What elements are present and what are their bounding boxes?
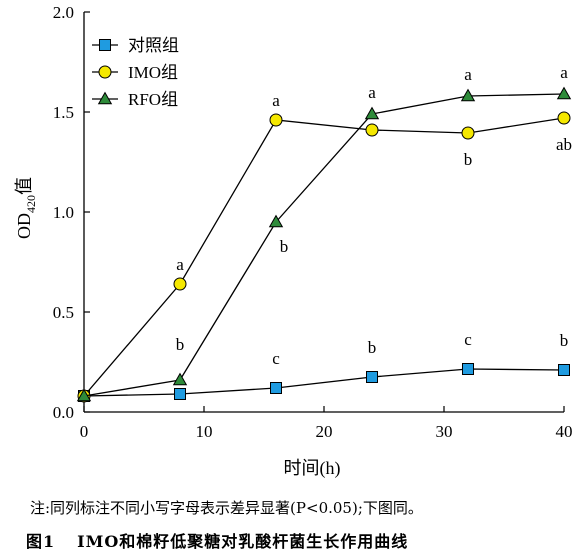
x-tick-label: 10 bbox=[196, 422, 213, 441]
figure-number: 图1 bbox=[26, 532, 56, 551]
significance-label: b bbox=[280, 237, 289, 256]
data-point-circle bbox=[461, 126, 475, 140]
data-point-square bbox=[174, 388, 186, 400]
y-tick-label: 1.0 bbox=[53, 203, 74, 222]
legend-marker-square bbox=[99, 39, 111, 51]
figure-caption: 图1 IMO和棉籽低聚糖对乳酸杆菌生长作用曲线 bbox=[26, 528, 408, 552]
data-point-circle bbox=[173, 277, 187, 291]
legend-item-triangle: RFO组 bbox=[92, 90, 178, 109]
data-point-square bbox=[462, 363, 474, 375]
y-tick-label: 0.0 bbox=[53, 403, 74, 422]
data-point-triangle bbox=[556, 86, 572, 100]
data-point-circle bbox=[557, 111, 571, 125]
significance-label: b bbox=[464, 150, 473, 169]
line-chart: 0 10 20 30 40 0.0 0.5 1.0 1.5 2.0 时间(h) OD420值 c b c b… bbox=[14, 3, 573, 479]
data-point-triangle bbox=[172, 372, 188, 386]
legend-label: RFO组 bbox=[128, 90, 178, 109]
data-point-circle bbox=[269, 113, 283, 127]
axes: 0 10 20 30 40 0.0 0.5 1.0 1.5 2.0 时间(h) OD420值 bbox=[14, 3, 573, 479]
x-axis-title: 时间(h) bbox=[284, 458, 341, 479]
significance-label: c bbox=[272, 349, 280, 368]
x-tick-label: 0 bbox=[80, 422, 89, 441]
data-point-circle bbox=[365, 123, 379, 137]
data-point-square bbox=[366, 371, 378, 383]
series-layer bbox=[76, 86, 572, 403]
significance-label: a bbox=[176, 255, 184, 274]
y-tick-label: 1.5 bbox=[53, 103, 74, 122]
x-tick-label: 40 bbox=[556, 422, 573, 441]
series-line-square bbox=[83, 368, 565, 397]
legend-label: 对照组 bbox=[128, 36, 179, 55]
significance-label: a bbox=[560, 63, 568, 82]
legend: 对照组 IMO组 RFO组 bbox=[92, 36, 179, 109]
legend-item-square: 对照组 bbox=[92, 36, 179, 55]
legend-marker-circle bbox=[98, 65, 112, 79]
series-triangle bbox=[76, 86, 572, 402]
significance-label: a bbox=[464, 65, 472, 84]
data-point-triangle bbox=[460, 88, 476, 102]
series-square bbox=[78, 363, 570, 402]
series-line-circle bbox=[83, 117, 565, 397]
legend-marker-triangle bbox=[97, 91, 113, 105]
legend-label: IMO组 bbox=[128, 63, 178, 82]
data-point-triangle bbox=[364, 106, 380, 120]
y-axis-title: OD420值 bbox=[14, 177, 38, 239]
significance-label: a bbox=[272, 91, 280, 110]
significance-label: b bbox=[176, 335, 185, 354]
significance-label: b bbox=[368, 338, 377, 357]
data-point-triangle bbox=[268, 214, 284, 228]
significance-label: c bbox=[464, 330, 472, 349]
data-point-square bbox=[558, 364, 570, 376]
x-tick-label: 20 bbox=[316, 422, 333, 441]
figure-title: IMO和棉籽低聚糖对乳酸杆菌生长作用曲线 bbox=[77, 532, 409, 551]
series-circle bbox=[77, 111, 571, 403]
x-tick-label: 30 bbox=[436, 422, 453, 441]
significance-label: b bbox=[560, 331, 569, 350]
legend-item-circle: IMO组 bbox=[92, 63, 178, 82]
data-point-triangle bbox=[76, 388, 92, 402]
y-tick-label: 0.5 bbox=[53, 303, 74, 322]
series-line-triangle bbox=[83, 93, 565, 397]
figure-note: 注:同列标注不同小写字母表示差异显著(P<0.05);下图同。 bbox=[30, 499, 423, 517]
data-point-square bbox=[270, 382, 282, 394]
y-tick-label: 2.0 bbox=[53, 3, 74, 22]
significance-label: a bbox=[368, 83, 376, 102]
significance-label: ab bbox=[556, 135, 572, 154]
